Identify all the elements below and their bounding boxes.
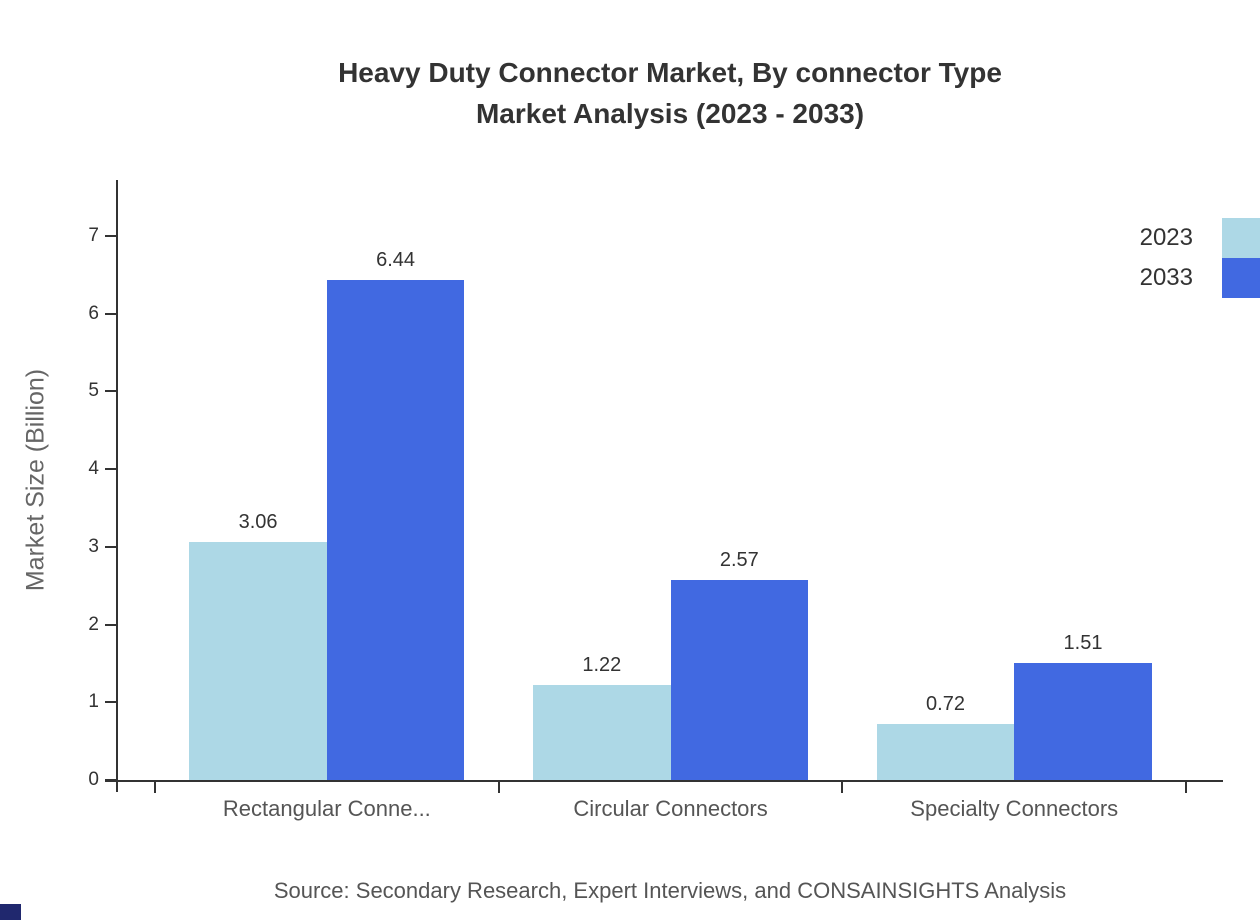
legend-swatch (1222, 258, 1260, 298)
legend-label: 2023 (1139, 224, 1193, 251)
y-tick-mark (105, 623, 117, 626)
x-category-label: Circular Connectors (573, 796, 768, 821)
y-tick-label: 7 (88, 225, 99, 246)
y-tick-mark (105, 545, 117, 548)
bar-2033-1[interactable] (326, 279, 465, 780)
y-tick-label: 2 (88, 613, 99, 635)
bar-value-label: 1.51 (1063, 631, 1103, 654)
x-category-label: Specialty Connectors (910, 796, 1119, 821)
source-note: Source: Secondary Research, Expert Inter… (273, 878, 1067, 903)
y-tick-mark (105, 235, 117, 237)
bar-2023-3[interactable] (876, 724, 1015, 780)
y-tick-label: 4 (88, 458, 99, 480)
bar-value-label: 0.72 (926, 693, 965, 716)
y-tick-label: 0 (88, 769, 99, 790)
logo-fragment (0, 904, 21, 920)
legend-item-2023[interactable]: 2023 (1140, 218, 1260, 258)
legend-item-2033[interactable]: 2033 (1140, 258, 1260, 298)
bar-value-label: 6.44 (376, 248, 416, 271)
y-tick-label: 6 (88, 302, 99, 324)
x-tick-mark (1185, 782, 1188, 793)
bar-2023-2[interactable] (533, 685, 671, 780)
y-tick-mark (105, 312, 117, 315)
legend-label: 2033 (1139, 264, 1193, 291)
legend-swatch (1222, 218, 1260, 258)
x-axis-line (105, 780, 1223, 782)
x-tick-mark (841, 782, 844, 793)
y-tick-label: 1 (88, 691, 99, 713)
y-tick-mark (105, 468, 117, 471)
y-tick-mark (105, 701, 117, 704)
y-tick-label: 5 (88, 380, 99, 402)
chart-title-line2: Market Analysis (2023 - 2033) (475, 98, 865, 129)
bar-2023-1[interactable] (189, 542, 327, 780)
y-tick-label: 3 (88, 535, 99, 557)
x-tick-mark (154, 782, 156, 793)
chart-title-line1: Heavy Duty Connector Market, By connecto… (338, 57, 1002, 88)
bar-2033-2[interactable] (670, 580, 809, 780)
chart-title: Heavy Duty Connector Market, By connecto… (338, 52, 1002, 134)
y-axis-line (116, 180, 118, 792)
bar-value-label: 2.57 (719, 549, 759, 572)
bar-value-label: 3.06 (238, 511, 278, 534)
bar-value-label: 1.22 (582, 654, 622, 677)
y-tick-mark (105, 390, 117, 393)
x-category-label: Rectangular Conne... (222, 796, 431, 821)
x-tick-mark (497, 782, 500, 793)
bar-2033-3[interactable] (1014, 662, 1152, 780)
y-tick-mark (105, 779, 117, 781)
